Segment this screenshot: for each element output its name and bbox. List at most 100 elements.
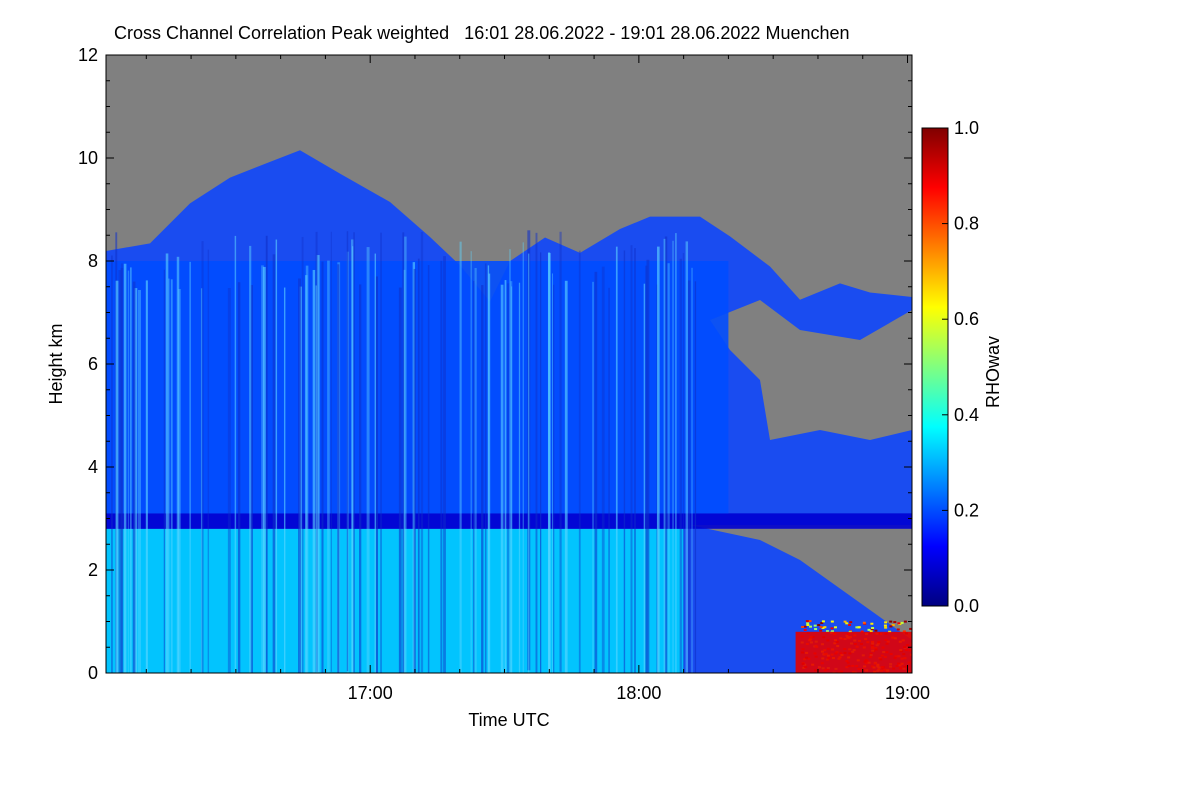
signal-streak — [120, 263, 124, 673]
signal-streak — [178, 288, 181, 673]
y-tick-label: 4 — [88, 457, 98, 477]
signal-streak — [623, 250, 626, 673]
signal-streak — [351, 239, 354, 673]
precip-speckle — [814, 628, 818, 631]
y-tick-label: 10 — [78, 148, 98, 168]
signal-streak — [500, 284, 504, 673]
signal-streak — [359, 284, 362, 673]
signal-streak — [120, 267, 124, 673]
signal-streak — [115, 280, 119, 673]
plot-area — [106, 55, 912, 673]
precip-speckle — [862, 621, 866, 624]
signal-streak — [518, 282, 521, 673]
signal-streak — [675, 233, 677, 673]
signal-streak — [440, 260, 443, 673]
signal-streak — [301, 236, 304, 673]
signal-streak — [134, 288, 138, 673]
precip-speckle — [805, 620, 809, 623]
colorbar-label: RHOwav — [983, 336, 1003, 408]
signal-streak — [687, 280, 691, 673]
x-tick-label: 19:00 — [885, 683, 930, 703]
precip-speckle — [867, 628, 871, 631]
precip-speckle — [806, 622, 810, 625]
signal-streak — [283, 287, 286, 673]
signal-streak — [265, 235, 268, 673]
signal-streak — [375, 276, 379, 673]
precip-speckle — [902, 630, 906, 633]
signal-streak — [262, 266, 266, 673]
precip-speckle — [883, 624, 887, 627]
signal-streak — [312, 269, 316, 673]
precip-speckle — [831, 630, 835, 633]
precip-speckle — [803, 625, 807, 628]
signal-streak — [551, 273, 553, 673]
signal-streak — [316, 255, 320, 673]
signal-streak — [535, 232, 538, 673]
signal-streak — [691, 267, 693, 673]
signal-streak — [509, 249, 511, 673]
signal-streak — [330, 231, 332, 672]
signal-streak — [685, 241, 689, 673]
y-axis-label: Height km — [46, 323, 66, 404]
signal-streak — [601, 266, 605, 673]
no-data-gap — [710, 300, 912, 440]
signal-streak — [663, 238, 666, 673]
signal-streak — [664, 236, 668, 673]
signal-streak — [511, 286, 513, 673]
signal-streak — [540, 252, 542, 673]
signal-streak — [138, 289, 141, 673]
colorbar-gradient — [921, 127, 949, 607]
feature-region — [106, 528, 684, 673]
signal-streak — [643, 283, 646, 673]
precip-speckle — [889, 625, 893, 628]
precip-speckle — [903, 620, 907, 623]
precip-speckle — [870, 622, 874, 625]
precip-speckle — [900, 621, 904, 624]
precip-speckle — [860, 630, 864, 633]
signal-streak — [200, 288, 203, 673]
signal-streak — [645, 265, 648, 673]
signal-streak — [170, 279, 173, 673]
signal-streak — [227, 288, 231, 673]
precip-speckle — [888, 630, 892, 633]
precip-speckle — [823, 626, 827, 629]
signal-streak — [594, 271, 598, 673]
colorbar-tick-label: 0.6 — [954, 309, 979, 329]
signal-streak — [163, 269, 165, 673]
no-data-gap — [690, 525, 912, 640]
chart-title: Cross Channel Correlation Peak weighted … — [114, 23, 850, 43]
precip-speckle — [801, 625, 805, 628]
signal-streak — [127, 270, 130, 673]
colorbar-tick-label: 0.8 — [954, 214, 979, 234]
precip-speckle — [817, 624, 821, 627]
signal-streak — [207, 249, 210, 673]
signal-streak — [130, 267, 132, 673]
precip-speckle — [871, 627, 875, 630]
signal-streak — [694, 281, 697, 673]
signal-streak — [250, 285, 253, 673]
precip-speckle — [896, 628, 900, 631]
signal-streak — [261, 265, 264, 673]
signal-streak — [474, 268, 477, 673]
signal-streak — [353, 232, 355, 673]
signal-streak — [646, 259, 650, 673]
signal-streak — [272, 254, 276, 673]
precip-speckle — [819, 626, 823, 629]
signal-streak — [413, 268, 416, 673]
signal-streak — [189, 261, 191, 673]
signal-streak — [488, 273, 491, 673]
signal-streak — [459, 241, 462, 673]
y-axis: 0 2 4 6 8 10 12 — [78, 45, 912, 683]
precip-speckle — [803, 628, 807, 631]
precip-speckle — [874, 629, 878, 632]
signal-streak — [380, 232, 382, 673]
signal-streak — [553, 284, 555, 673]
precip-speckle — [870, 628, 874, 631]
precip-speckle — [909, 627, 912, 630]
precip-speckle — [893, 621, 897, 624]
precip-speckle — [819, 629, 823, 632]
precip-speckle — [848, 623, 852, 626]
signal-streak — [522, 242, 524, 673]
signal-streak — [506, 283, 510, 673]
precip-speckle — [806, 624, 810, 627]
